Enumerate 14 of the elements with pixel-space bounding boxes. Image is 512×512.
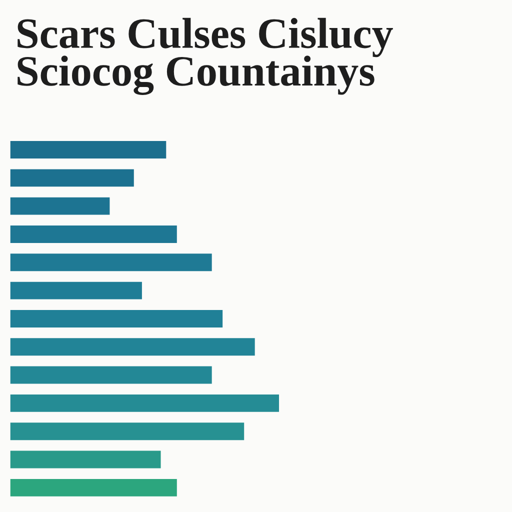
bar [10, 422, 244, 440]
bar [10, 226, 177, 243]
bar [10, 141, 166, 158]
bar [10, 197, 110, 215]
bar [10, 254, 212, 272]
bar [10, 338, 255, 356]
bar [10, 450, 161, 468]
bar [10, 169, 134, 187]
bar [10, 366, 212, 384]
bar [10, 282, 142, 300]
bar [10, 310, 223, 328]
chart-title: Scars Culses Cislucy Sciocog Countainys [18, 18, 393, 95]
bar [10, 478, 177, 496]
bar [10, 394, 280, 412]
